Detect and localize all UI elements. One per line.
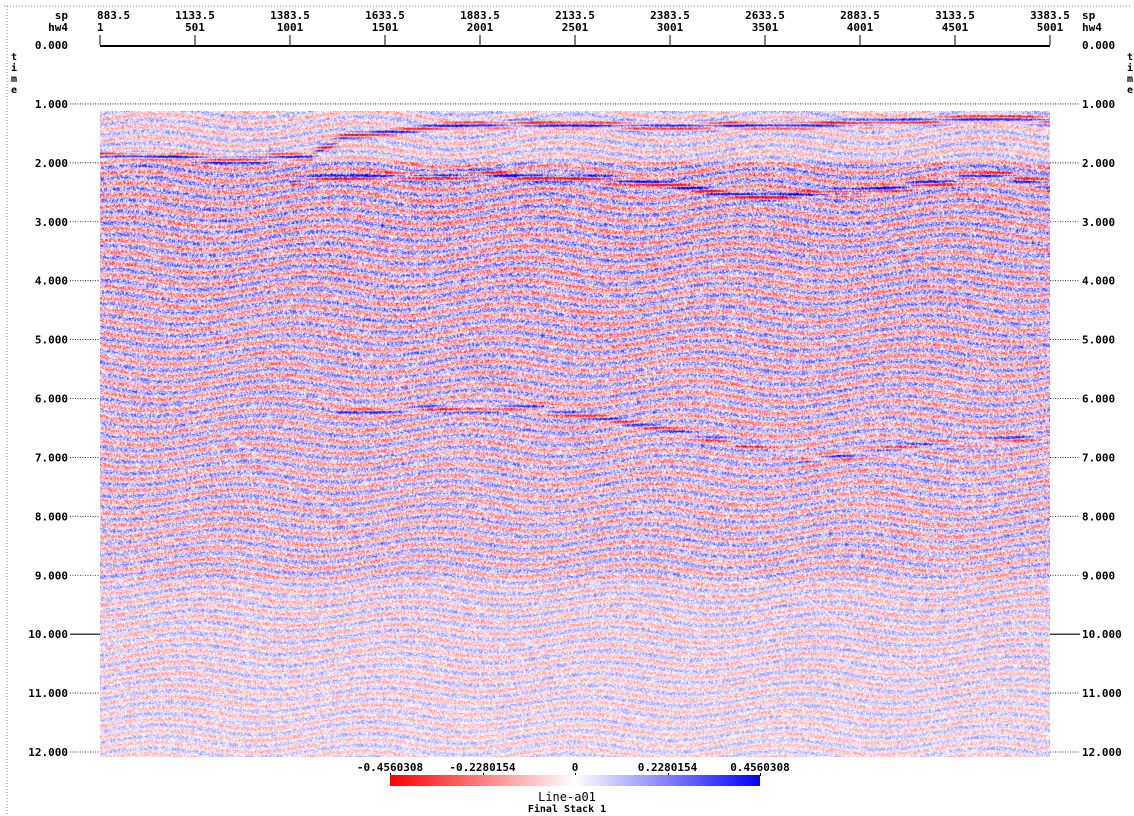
sp-header-left: sp (55, 9, 69, 22)
time-label-right-letter: i (1127, 62, 1133, 74)
time-label-right-letter: t (1127, 52, 1133, 63)
time-tick-label-left: 4.000 (35, 275, 68, 288)
time-tick-label-left: 3.000 (35, 216, 68, 229)
sp-tick-label: 3133.5 (935, 9, 975, 22)
time-tick-label-left: 10.000 (28, 628, 68, 641)
sp-tick-label: 883.5 (97, 9, 130, 22)
colorbar-tick-mark (390, 773, 391, 776)
time-tick-label-left: 5.000 (35, 334, 68, 347)
colorbar-tick-mark (667, 773, 669, 776)
time-label-left-letter: t (11, 52, 17, 63)
time-tick-label-right: 12.000 (1082, 746, 1122, 759)
time-tick-label-left: 2.000 (35, 157, 68, 170)
hw4-tick-label: 5001 (1037, 21, 1064, 34)
time-tick-label-right: 9.000 (1082, 569, 1115, 582)
sp-tick-label: 1383.5 (270, 9, 310, 22)
colorbar-tick-mark (760, 773, 761, 776)
time-tick-label-right: 10.000 (1082, 628, 1122, 641)
amplitude-colorbar (390, 775, 760, 786)
time-label-right-letter: e (1127, 85, 1133, 96)
colorbar-tick-label: 0.2280154 (637, 761, 698, 774)
sp-tick-label: 2383.5 (650, 9, 690, 22)
hw4-header-left: hw4 (48, 21, 68, 34)
sp-tick-label: 2883.5 (840, 9, 880, 22)
time-tick-label-left: 12.000 (28, 746, 68, 759)
top-axis: sphw4sphw4883.511133.55011383.510011633.… (48, 9, 1102, 47)
sp-tick-label: 1883.5 (460, 9, 500, 22)
colorbar-tick-label: 0.4560308 (730, 761, 790, 774)
hw4-tick-label: 4001 (847, 21, 874, 34)
time-tick-label-left: 8.000 (35, 510, 68, 523)
time-tick-label-right: 6.000 (1082, 393, 1115, 406)
time-label-right-letter: m (1127, 74, 1133, 85)
time-tick-label-right: 0.000 (1082, 39, 1115, 52)
sp-tick-label: 3383.5 (1030, 9, 1070, 22)
sp-tick-label: 1133.5 (175, 9, 215, 22)
time-tick-label-right: 7.000 (1082, 451, 1115, 464)
time-label-left-letter: m (11, 74, 17, 85)
sp-tick-label: 2633.5 (745, 9, 785, 22)
seismic-amplitude-image (100, 111, 1050, 757)
hw4-tick-label: 3501 (752, 21, 779, 34)
time-tick-label-left: 11.000 (28, 687, 68, 700)
hw4-tick-label: 501 (185, 21, 205, 34)
colorbar-tick-label: 0 (571, 761, 579, 774)
time-tick-label-right: 5.000 (1082, 334, 1115, 347)
time-tick-label-left: 6.000 (35, 393, 68, 406)
chart-subtitle: Final Stack 1 (527, 804, 607, 815)
chart-title: Line-a01 (538, 790, 596, 804)
colorbar-tick-mark (575, 773, 576, 776)
time-tick-label-left: 7.000 (35, 451, 68, 464)
hw4-tick-label: 2001 (467, 21, 494, 34)
time-tick-label-right: 2.000 (1082, 157, 1115, 170)
colorbar-tick-label: -0.4560308 (356, 761, 424, 774)
hw4-tick-label: 1001 (277, 21, 304, 34)
time-label-left-letter: e (11, 85, 17, 96)
time-tick-label-left: 1.000 (35, 98, 68, 111)
time-tick-label-left: 9.000 (35, 569, 68, 582)
hw4-tick-label: 4501 (942, 21, 969, 34)
time-tick-label-right: 1.000 (1082, 98, 1115, 111)
sp-tick-label: 2133.5 (555, 9, 595, 22)
time-tick-label-right: 8.000 (1082, 510, 1115, 523)
time-tick-label-right: 11.000 (1082, 687, 1122, 700)
hw4-tick-label: 1 (97, 21, 104, 34)
time-tick-label-right: 4.000 (1082, 275, 1115, 288)
time-tick-label-right: 3.000 (1082, 216, 1115, 229)
sp-tick-label: 1633.5 (365, 9, 405, 22)
sp-header-right: sp (1082, 9, 1096, 22)
hw4-tick-label: 1501 (372, 21, 399, 34)
colorbar-tick-mark (482, 773, 484, 776)
colorbar-tick-label: -0.2280154 (449, 761, 516, 774)
time-label-left-letter: i (11, 62, 17, 74)
hw4-tick-label: 3001 (657, 21, 684, 34)
hw4-tick-label: 2501 (562, 21, 589, 34)
hw4-header-right: hw4 (1082, 21, 1102, 34)
time-tick-label-left: 0.000 (35, 39, 68, 52)
